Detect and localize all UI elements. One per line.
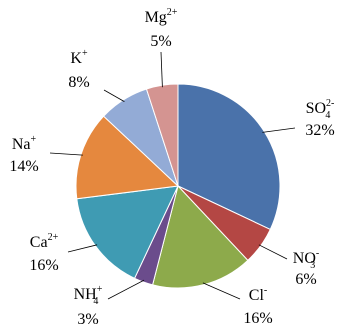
slice-percent-label: 8% bbox=[68, 74, 89, 91]
leader-line-ca bbox=[67, 244, 98, 253]
leader-line-na bbox=[49, 152, 83, 156]
slice-name-label: Cl- bbox=[249, 285, 267, 304]
pie-slices bbox=[75, 83, 281, 289]
slice-percent-label: 5% bbox=[150, 33, 171, 50]
leader-lines bbox=[49, 51, 296, 300]
slice-name-label: K+ bbox=[70, 48, 88, 67]
slice-name-label: Ca2+ bbox=[30, 232, 59, 251]
pie-slice-na bbox=[75, 115, 180, 200]
slice-name-label: Na+ bbox=[12, 134, 37, 153]
slice-name-label: SO2-4 bbox=[306, 98, 335, 121]
slice-percent-label: 6% bbox=[295, 271, 316, 288]
pie-slice-ca bbox=[76, 185, 179, 279]
slice-percent-label: 16% bbox=[29, 257, 58, 274]
leader-line-k bbox=[103, 89, 125, 102]
pie-slice-so bbox=[177, 83, 281, 231]
leader-line-mg bbox=[160, 51, 163, 88]
leader-line-cl bbox=[202, 282, 241, 300]
slice-name-label: Mg2+ bbox=[145, 7, 178, 26]
slice-name-label: NH+ 4 bbox=[74, 284, 103, 307]
slice-labels: SO2-432% NO-36% Cl- 16% NH+ 4 3% Ca2+ 16% Na+ 14% K… bbox=[9, 7, 334, 328]
slice-percent-label: 32% bbox=[305, 122, 334, 139]
slice-percent-label: 14% bbox=[9, 158, 38, 175]
pie-slice-cl bbox=[152, 184, 249, 289]
leader-line-so bbox=[262, 127, 296, 133]
slice-name-label: NO-3 bbox=[293, 248, 319, 271]
leader-line-no bbox=[258, 244, 288, 260]
leader-line-nh bbox=[107, 279, 145, 300]
slice-percent-label: 3% bbox=[77, 311, 98, 328]
slice-percent-label: 16% bbox=[243, 310, 272, 327]
